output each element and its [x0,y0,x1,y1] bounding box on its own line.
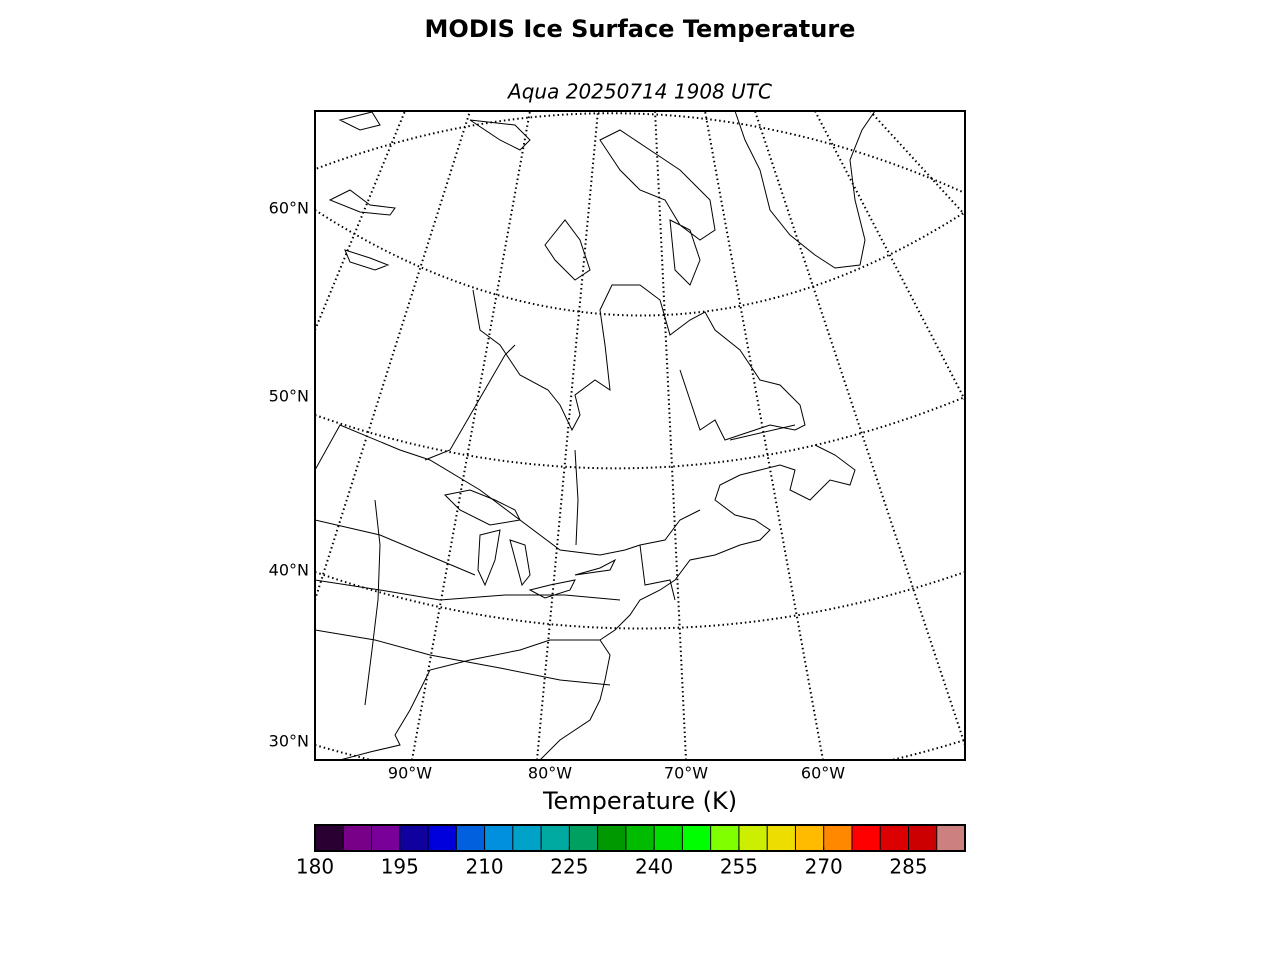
colorbar-tick-label: 180 [296,855,334,879]
great-lakes [443,489,617,599]
title: MODIS Ice Surface Temperature [425,15,856,43]
colorbar-segment [908,825,937,851]
meridian [411,111,531,760]
colorbar-tick-label: 240 [635,855,673,879]
meridian [869,111,965,216]
colorbar-segment [880,825,909,851]
colorbar-tick-label: 195 [381,855,419,879]
colorbar-segment [654,825,683,851]
colorbar-segment [936,825,965,851]
meridian [754,111,965,746]
colorbar-segment [767,825,796,851]
colorbar-tick-label: 255 [720,855,758,879]
lon-label: 70°W [664,764,708,783]
parallel [315,112,965,195]
meridian [315,111,471,601]
meridian [536,111,599,760]
greenland [734,111,876,269]
colorbar-segment [823,825,852,851]
colorbar-segment [710,825,739,851]
colorbar-segment [569,825,598,851]
meridian [654,111,687,760]
lat-label: 50°N [269,387,309,406]
lon-label: 90°W [388,764,432,783]
borders [315,344,796,706]
colorbar-segment [795,825,824,851]
colorbar-tick-label: 285 [889,855,927,879]
colorbar-tick-label: 210 [465,855,503,879]
lon-label: 80°W [528,764,572,783]
arctic-islands [328,111,531,271]
lat-label: 60°N [269,199,309,218]
colorbar-segment [738,825,768,851]
colorbar-segment [682,825,711,851]
colorbar-segment [456,825,485,851]
colorbar-segment [399,825,429,851]
lat-label: 30°N [269,732,309,751]
colorbar-tick-label: 270 [805,855,843,879]
meridian [814,111,965,401]
colorbar-segment [484,825,513,851]
colorbar-segment [625,825,655,851]
subtitle: Aqua 20250714 1908 UTC [506,80,772,104]
colorbar-frame [314,824,966,852]
parallel [315,209,965,317]
colorbar-segment [315,825,344,851]
colorbar-segment [851,825,881,851]
meridian [315,111,406,331]
colorbar-tick-label: 225 [550,855,588,879]
east-coast [339,444,856,760]
hudson-bay [472,284,806,441]
lat-label: 40°N [269,561,309,580]
colorbar-segment [541,825,570,851]
parallel [315,396,965,470]
colorbar-label: Temperature (K) [542,787,737,815]
colorbar-segment [512,825,542,851]
colorbar-segment [343,825,372,851]
map-frame [314,110,966,761]
colorbar-segment [371,825,400,851]
baffin-islands [544,129,716,286]
lon-label: 60°W [801,764,845,783]
meridian [704,111,824,760]
map-body [315,111,965,760]
colorbar-segment [597,825,626,851]
parallel [315,571,965,630]
colorbar-segment [428,825,457,851]
